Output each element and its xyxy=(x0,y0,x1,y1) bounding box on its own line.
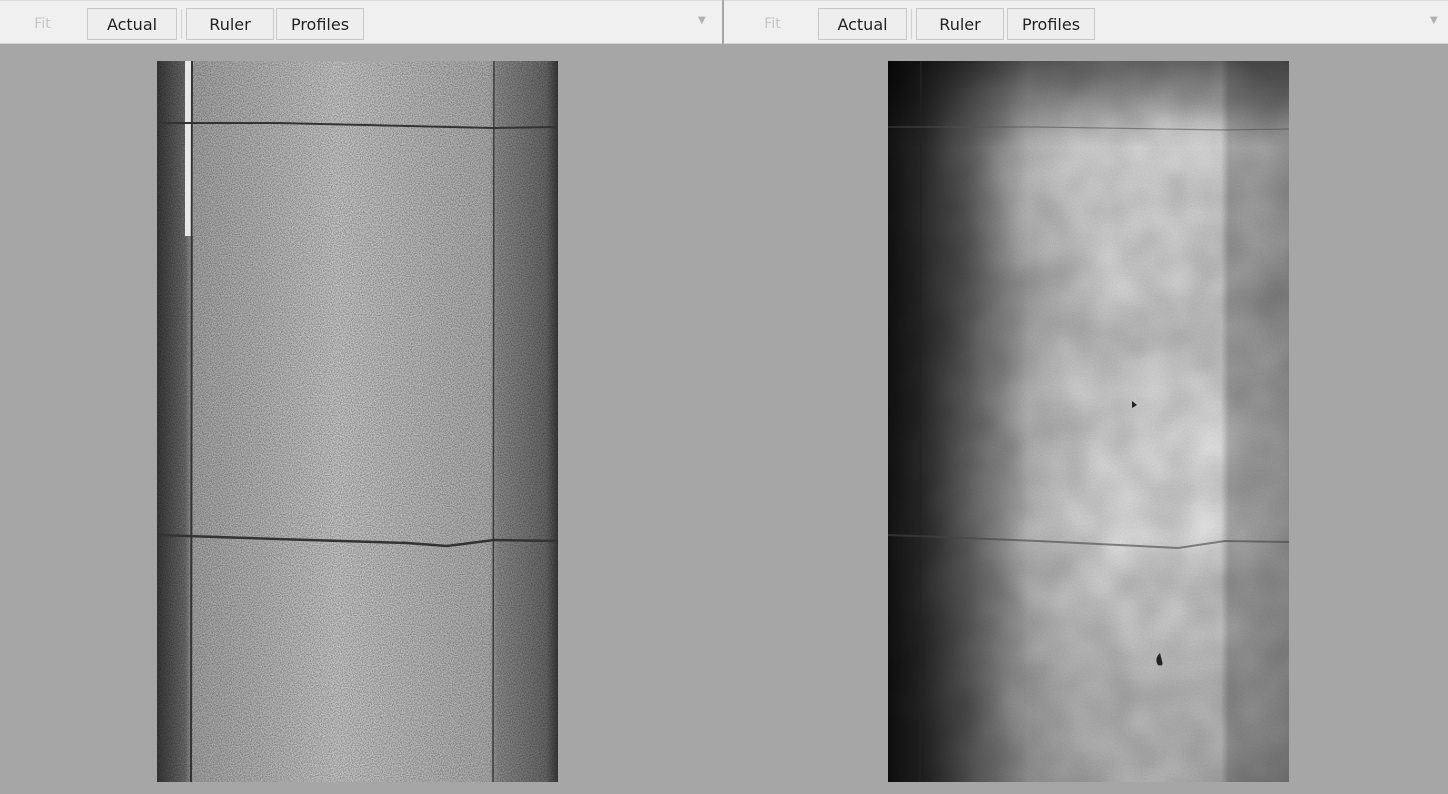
profiles-button[interactable]: Profiles xyxy=(1007,8,1095,40)
separator xyxy=(181,9,182,39)
right-panel: Fit Actual Ruler Profiles ▼ xyxy=(724,0,1448,794)
fit-button: Fit xyxy=(750,8,795,40)
viewer-app: Fit Actual Ruler Profiles ▼ Fit Actual R… xyxy=(0,0,1448,794)
overflow-arrow[interactable]: ▼ xyxy=(1430,15,1438,26)
image-texture xyxy=(888,61,1289,782)
toolbar: Fit Actual Ruler Profiles ▼ xyxy=(724,0,1448,44)
image-right xyxy=(888,61,1289,782)
actual-button[interactable]: Actual xyxy=(87,8,177,40)
ruler-button[interactable]: Ruler xyxy=(186,8,274,40)
profiles-button[interactable]: Profiles xyxy=(276,8,364,40)
fit-button: Fit xyxy=(20,8,65,40)
toolbar: Fit Actual Ruler Profiles ▼ xyxy=(0,0,722,44)
separator xyxy=(911,9,912,39)
vertical-seam xyxy=(493,61,494,782)
actual-button[interactable]: Actual xyxy=(818,8,907,40)
left-panel: Fit Actual Ruler Profiles ▼ xyxy=(0,0,722,794)
vertical-seam xyxy=(920,61,921,782)
overflow-arrow[interactable]: ▼ xyxy=(698,15,706,26)
ruler-button[interactable]: Ruler xyxy=(916,8,1004,40)
vertical-seam xyxy=(191,61,192,782)
image-left xyxy=(157,61,558,782)
image-texture xyxy=(157,61,558,782)
